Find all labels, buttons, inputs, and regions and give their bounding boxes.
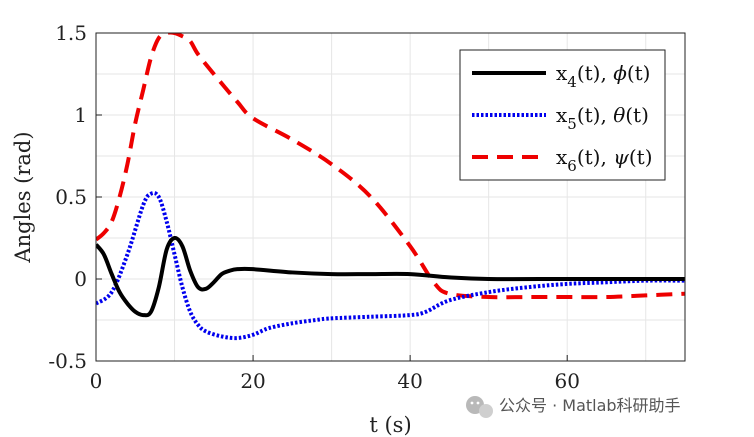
x-tick-label: 0 <box>90 369 103 393</box>
y-tick-label: 0 <box>74 267 87 291</box>
wechat-icon <box>466 396 493 418</box>
series-line-5 <box>96 190 685 341</box>
series-line-4 <box>96 235 685 318</box>
series-layer <box>96 33 685 341</box>
y-tick-label: 0.5 <box>55 185 87 209</box>
legend-entry: x5(t), θ(t) <box>556 103 649 133</box>
legend-entry: x6(t), ψ(t) <box>556 145 653 175</box>
y-tick-label: -0.5 <box>48 349 87 373</box>
y-tick-label: 1.5 <box>55 21 87 45</box>
legend-entry: x4(t), ϕ(t) <box>556 61 650 91</box>
watermark-text: 公众号 · Matlab科研助手 <box>499 396 681 415</box>
legend: x4(t), ϕ(t) x5(t), θ(t) x6(t), ψ(t) <box>459 49 666 181</box>
x-tick-label: 40 <box>397 369 422 393</box>
x-tick-label: 20 <box>240 369 265 393</box>
watermark: 公众号 · Matlab科研助手 <box>466 396 681 418</box>
axis-ticks: 0 20 40 60-0.500.511.5 <box>48 21 580 393</box>
y-tick-label: 1 <box>74 103 87 127</box>
series-line-6 <box>96 33 685 300</box>
x-axis-label: t (s) <box>369 413 411 437</box>
x-tick-label: 60 <box>554 369 579 393</box>
y-axis-label: Angles (rad) <box>11 131 35 263</box>
